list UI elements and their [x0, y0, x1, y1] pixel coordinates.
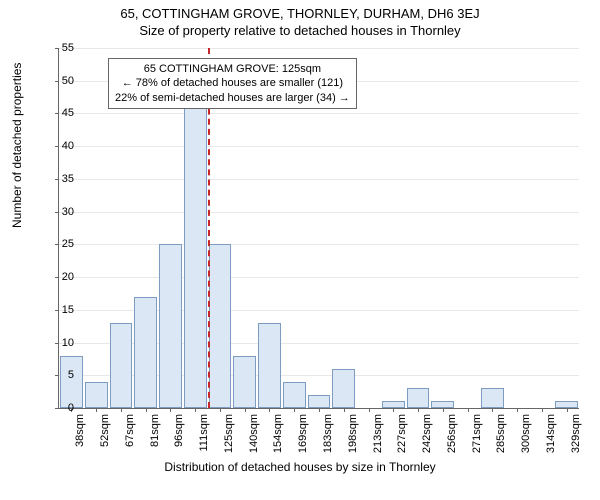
xtick-mark — [96, 408, 97, 412]
bar — [308, 395, 331, 408]
xtick-label: 67sqm — [124, 414, 136, 447]
xtick-mark — [220, 408, 221, 412]
chart-container: 65, COTTINGHAM GROVE, THORNLEY, DURHAM, … — [0, 0, 600, 500]
xtick-label: 38sqm — [74, 414, 86, 447]
ytick-label: 15 — [50, 304, 74, 316]
xtick-mark — [492, 408, 493, 412]
bar — [110, 323, 133, 408]
xtick-mark — [195, 408, 196, 412]
xtick-mark — [369, 408, 370, 412]
ytick-label: 35 — [50, 173, 74, 185]
x-axis-label: Distribution of detached houses by size … — [0, 460, 600, 474]
bar — [85, 382, 108, 408]
ytick-label: 45 — [50, 107, 74, 119]
ytick-label: 55 — [50, 42, 74, 54]
xtick-label: 227sqm — [396, 414, 408, 453]
xtick-label: 300sqm — [520, 414, 532, 453]
ytick-label: 0 — [50, 402, 74, 414]
xtick-label: 271sqm — [471, 414, 483, 453]
xtick-label: 140sqm — [248, 414, 260, 453]
ytick-label: 50 — [50, 75, 74, 87]
gridline — [59, 113, 579, 114]
xtick-mark — [344, 408, 345, 412]
bar — [332, 369, 355, 408]
xtick-label: 183sqm — [322, 414, 334, 453]
bar — [184, 107, 207, 408]
xtick-label: 198sqm — [347, 414, 359, 453]
bar — [233, 356, 256, 408]
xtick-mark — [121, 408, 122, 412]
xtick-label: 81sqm — [149, 414, 161, 447]
annotation-line3: 22% of semi-detached houses are larger (… — [115, 91, 350, 105]
bar — [283, 382, 306, 408]
gridline — [59, 179, 579, 180]
xtick-label: 125sqm — [223, 414, 235, 453]
bar — [258, 323, 281, 408]
xtick-mark — [468, 408, 469, 412]
xtick-label: 242sqm — [421, 414, 433, 453]
xtick-mark — [418, 408, 419, 412]
ytick-label: 40 — [50, 140, 74, 152]
xtick-mark — [542, 408, 543, 412]
xtick-mark — [443, 408, 444, 412]
xtick-mark — [567, 408, 568, 412]
annotation-line2: ← 78% of detached houses are smaller (12… — [115, 76, 350, 90]
ytick-label: 5 — [50, 369, 74, 381]
xtick-mark — [245, 408, 246, 412]
ytick-label: 25 — [50, 238, 74, 250]
annotation-line1: 65 COTTINGHAM GROVE: 125sqm — [115, 62, 350, 76]
gridline — [59, 146, 579, 147]
bar — [159, 244, 182, 408]
xtick-label: 111sqm — [198, 414, 210, 452]
annotation-box: 65 COTTINGHAM GROVE: 125sqm ← 78% of det… — [108, 58, 357, 109]
xtick-label: 96sqm — [173, 414, 185, 447]
page-title-line2: Size of property relative to detached ho… — [0, 21, 600, 38]
bar — [134, 297, 157, 408]
xtick-label: 329sqm — [570, 414, 582, 453]
xtick-label: 154sqm — [272, 414, 284, 453]
xtick-mark — [393, 408, 394, 412]
ytick-label: 30 — [50, 206, 74, 218]
gridline — [59, 244, 579, 245]
ytick-label: 20 — [50, 271, 74, 283]
xtick-label: 213sqm — [372, 414, 384, 453]
xtick-mark — [146, 408, 147, 412]
xtick-label: 314sqm — [545, 414, 557, 453]
xtick-label: 169sqm — [297, 414, 309, 453]
bar — [407, 388, 430, 408]
ytick-label: 10 — [50, 337, 74, 349]
xtick-label: 256sqm — [446, 414, 458, 453]
xtick-mark — [170, 408, 171, 412]
xtick-mark — [294, 408, 295, 412]
gridline — [59, 48, 579, 49]
gridline — [59, 277, 579, 278]
bar — [209, 244, 232, 408]
bar — [60, 356, 83, 408]
gridline — [59, 212, 579, 213]
bar — [481, 388, 504, 408]
xtick-label: 285sqm — [495, 414, 507, 453]
y-axis-label: Number of detached properties — [10, 63, 24, 228]
xtick-mark — [269, 408, 270, 412]
xtick-label: 52sqm — [99, 414, 111, 447]
xtick-mark — [319, 408, 320, 412]
page-title-line1: 65, COTTINGHAM GROVE, THORNLEY, DURHAM, … — [0, 0, 600, 21]
xtick-mark — [517, 408, 518, 412]
